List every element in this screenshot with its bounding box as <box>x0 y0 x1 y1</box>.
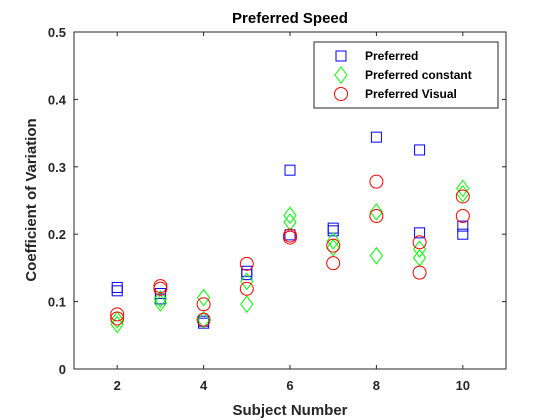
data-point-preferred-visual <box>153 279 168 294</box>
x-tick-label: 2 <box>114 378 121 393</box>
data-point-preferred <box>414 227 426 239</box>
data-point-preferred-visual <box>369 209 384 224</box>
data-point-preferred-visual <box>455 189 470 204</box>
y-tick-label: 0.5 <box>48 25 66 40</box>
x-tick-label: 6 <box>286 378 293 393</box>
legend-marker-preferred <box>335 50 347 62</box>
data-point-preferred <box>154 293 166 305</box>
y-tick-label: 0.4 <box>48 92 67 107</box>
data-point-preferred-visual <box>110 311 125 326</box>
y-tick-label: 0.3 <box>48 160 66 175</box>
data-point-preferred-constant <box>283 206 297 225</box>
data-point-preferred-visual <box>110 307 125 322</box>
data-point-preferred-constant <box>369 246 384 265</box>
y-tick-label: 0.2 <box>48 227 66 242</box>
data-point-preferred-visual <box>153 281 168 296</box>
data-point-preferred <box>241 269 253 281</box>
data-point-preferred-visual <box>239 256 254 271</box>
legend: Preferred Preferred constant Preferred Vis… <box>313 41 499 109</box>
legend-label-preferred: Preferred <box>365 49 418 63</box>
data-point-preferred-constant <box>240 295 254 314</box>
data-point-preferred <box>111 285 123 297</box>
x-tick-label: 8 <box>373 378 380 393</box>
data-point-preferred <box>327 225 339 237</box>
data-point-preferred-constant <box>153 294 168 312</box>
y-axis-label: Coefficient of Variation <box>23 118 40 281</box>
chart-title: Preferred Speed <box>232 10 348 27</box>
data-point-preferred-constant <box>326 238 340 257</box>
x-tick-label: 10 <box>456 378 470 393</box>
data-point-preferred-constant <box>283 213 297 231</box>
plot-area: 2 4 6 8 10 0 0.1 0.2 0.3 0.4 0.5 <box>48 25 507 393</box>
data-point-preferred-constant <box>196 288 211 307</box>
x-axis-label: Subject Number <box>232 402 347 419</box>
y-tick-label: 0.1 <box>48 295 66 310</box>
data-point-preferred-constant <box>153 290 168 308</box>
data-point-preferred-constant <box>110 310 124 329</box>
legend-box <box>313 41 499 109</box>
legend-label-preferred-constant: Preferred constant <box>365 68 472 82</box>
data-point-preferred-visual <box>239 281 254 296</box>
legend-label-preferred-visual: Preferred Visual <box>365 87 457 101</box>
data-point-preferred <box>414 144 426 156</box>
data-point-preferred-visual <box>326 256 341 271</box>
data-point-preferred-visual <box>412 265 427 280</box>
data-point-preferred-constant <box>456 179 470 198</box>
data-point-preferred-constant <box>240 272 254 291</box>
data-point-preferred-constant <box>196 310 211 329</box>
y-tick-label: 0 <box>59 362 66 377</box>
data-point-preferred-constant <box>326 232 340 250</box>
data-point-preferred <box>370 131 382 143</box>
data-point-preferred-visual <box>455 209 470 224</box>
data-point-preferred-visual <box>196 312 211 327</box>
data-point-preferred-visual <box>326 238 341 253</box>
data-point-preferred-constant <box>412 240 427 258</box>
legend-marker-preferred-constant <box>334 66 348 84</box>
data-point-preferred-constant <box>369 203 384 221</box>
data-point-preferred <box>457 220 469 232</box>
data-point-preferred-visual <box>196 297 211 312</box>
data-point-preferred <box>284 164 296 176</box>
legend-marker-preferred-visual <box>334 87 348 101</box>
data-point-preferred-visual <box>283 230 297 245</box>
data-point-preferred-visual <box>412 235 427 250</box>
data-point-preferred <box>457 228 469 240</box>
x-tick-label: 4 <box>200 378 208 393</box>
data-point-preferred-visual <box>369 174 384 189</box>
